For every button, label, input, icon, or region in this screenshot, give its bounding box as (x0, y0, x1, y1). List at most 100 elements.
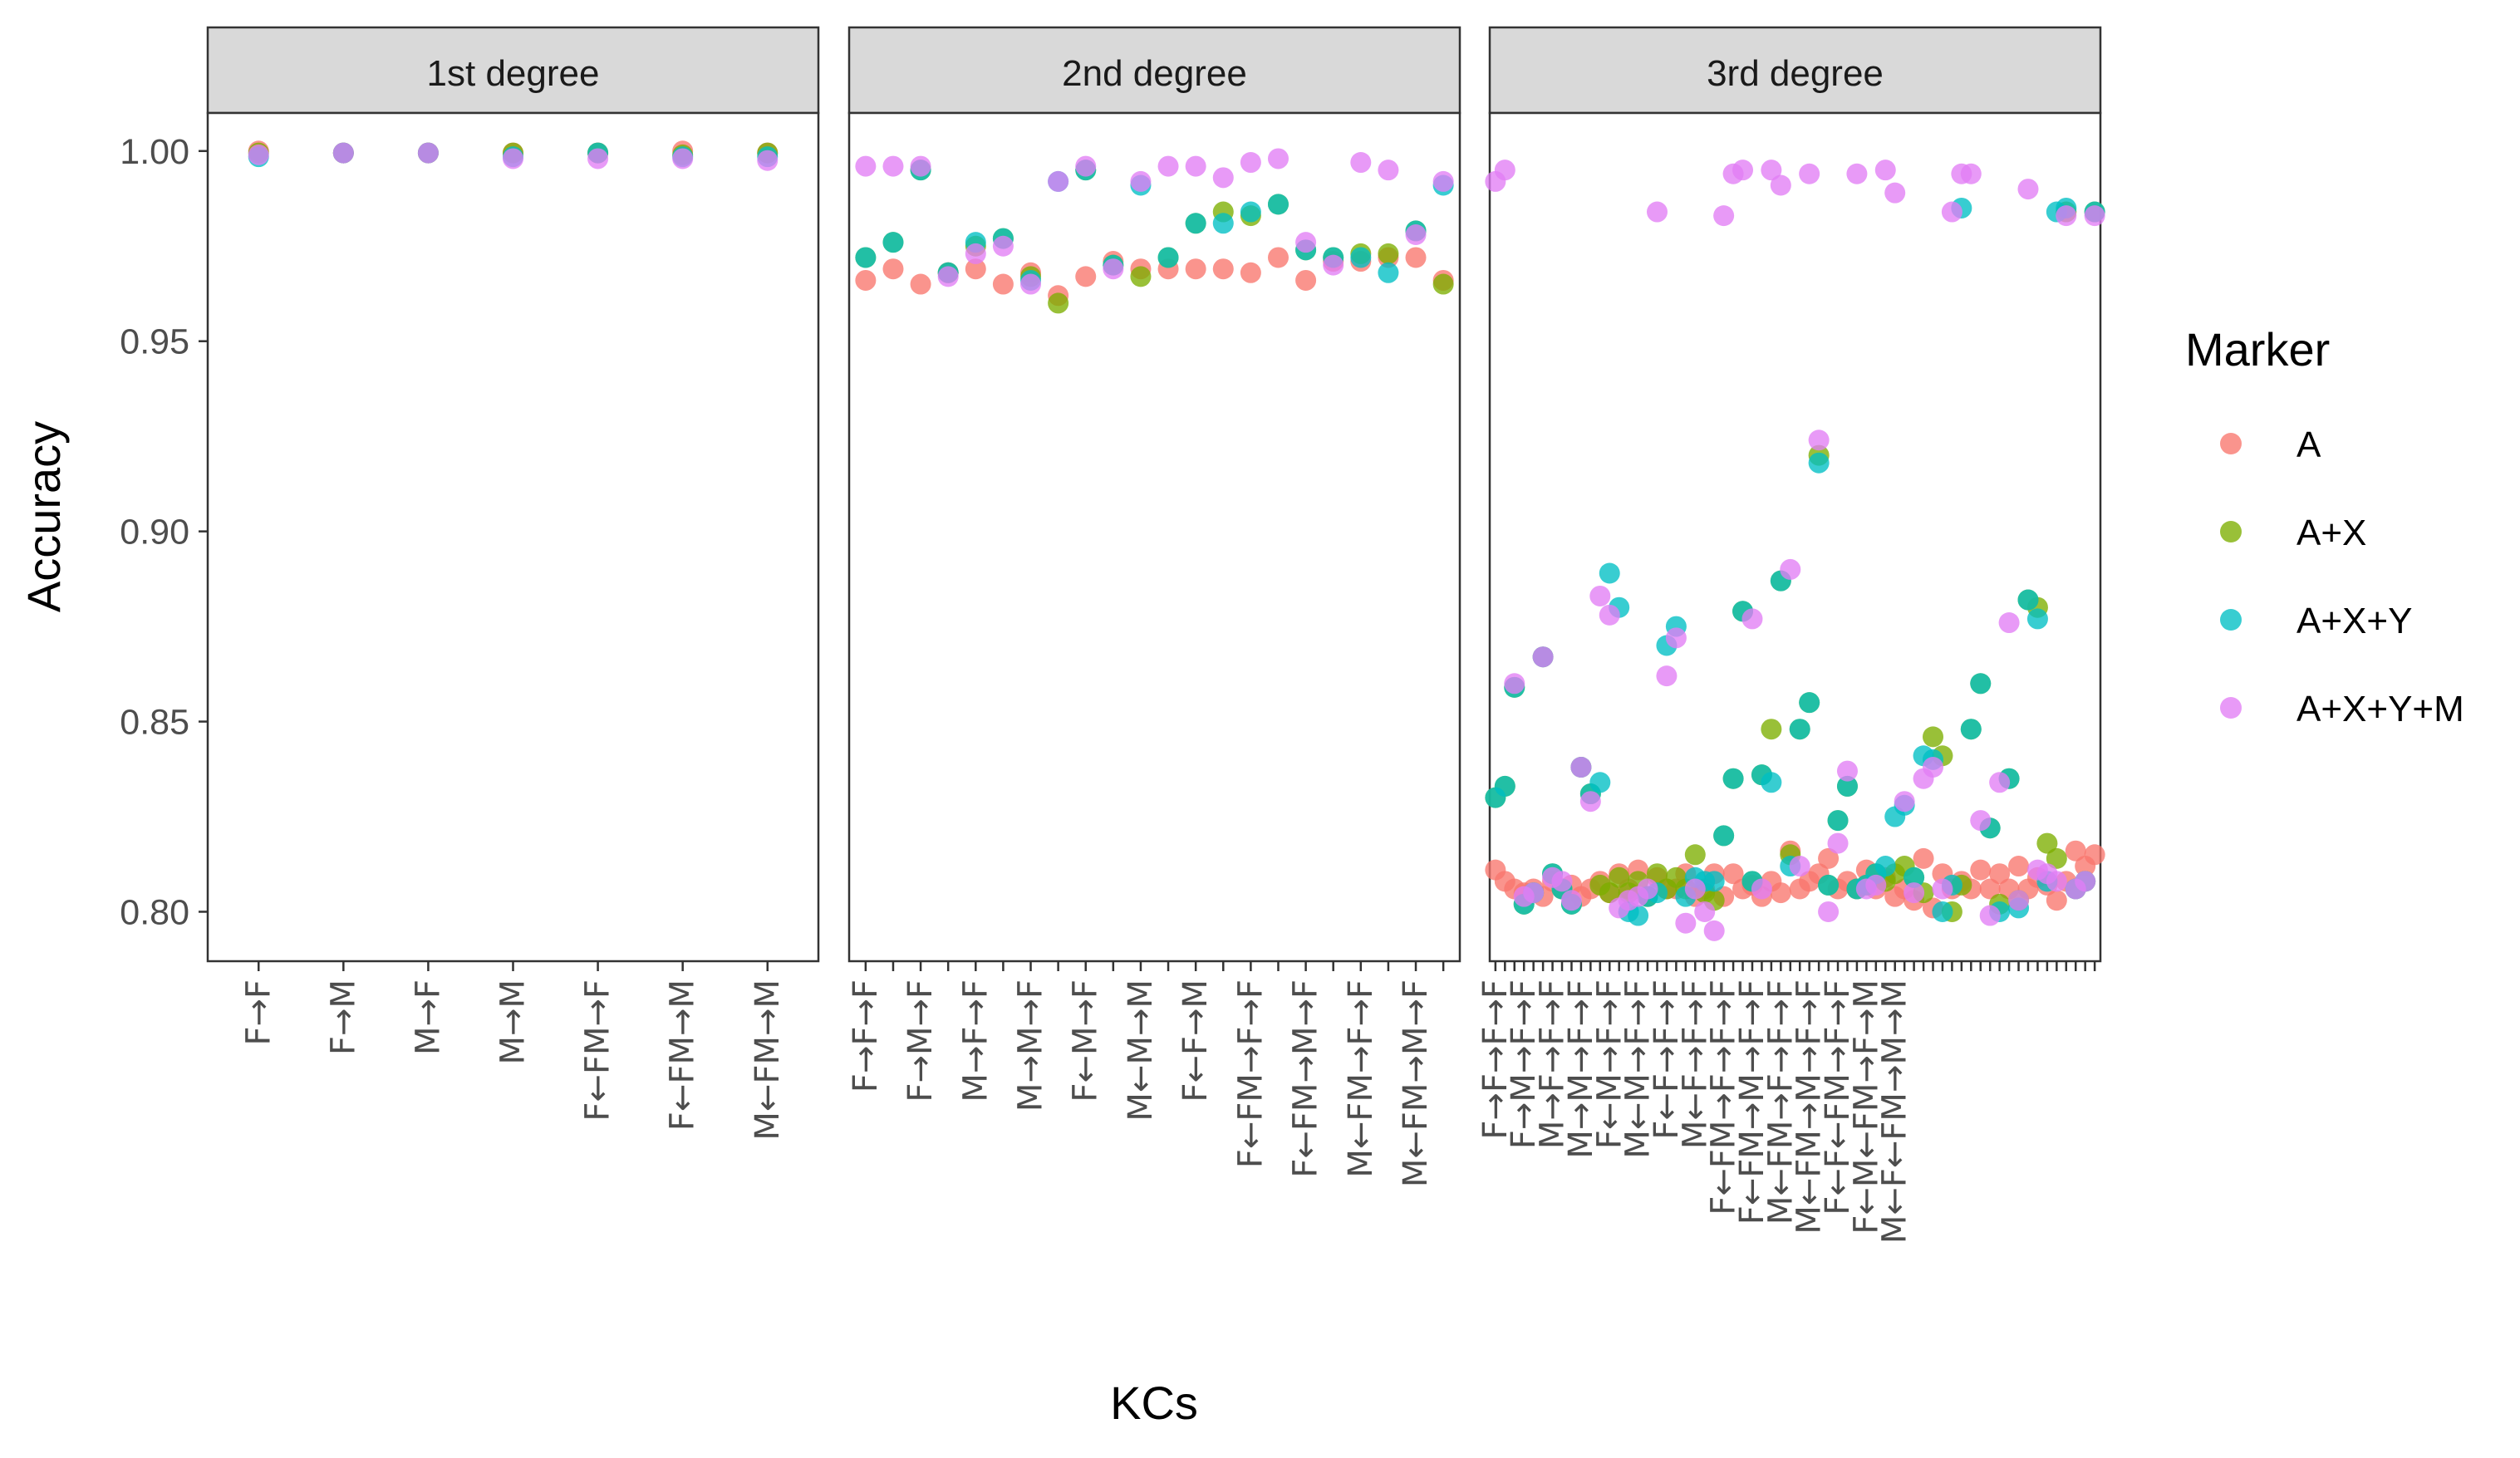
data-point (2017, 589, 2039, 611)
x-tick-label: F→F (239, 979, 278, 1046)
facet-panel: 1st degree F→F F→M M→F M→M F←FM→F F←FM→M M←FM→M (206, 26, 820, 1141)
data-point (2036, 832, 2058, 854)
legend-label: A (2296, 425, 2321, 465)
legend-label: A+X+Y+M (2296, 689, 2464, 729)
data-point (1722, 768, 1744, 789)
y-tick-label: 1.00 (120, 132, 189, 172)
y-tick-label: 0.90 (120, 513, 189, 552)
plot-panel (1488, 111, 2102, 963)
data-point (1874, 160, 1896, 181)
data-point (1656, 665, 1678, 687)
data-point (1295, 232, 1317, 253)
plot-panel (847, 111, 1461, 963)
legend-label: A+X+Y (2296, 601, 2412, 641)
data-point (855, 155, 877, 177)
data-point (2046, 871, 2067, 892)
data-point (1923, 726, 1944, 748)
data-point (2084, 844, 2105, 866)
data-point (1570, 756, 1592, 778)
data-point (1240, 152, 1261, 174)
data-point (1808, 452, 1830, 474)
data-point (1405, 224, 1427, 246)
data-point (1523, 882, 1545, 904)
data-point (1904, 882, 1925, 904)
data-point (248, 144, 269, 165)
y-axis-title: Accuracy (17, 421, 70, 612)
x-tick-label: M→F→F (956, 979, 995, 1102)
facet-title: 2nd degree (1062, 53, 1247, 94)
x-tick-label: F←M→F (1067, 979, 1105, 1102)
facet-panel: 2nd degree F→F→F F→M→F M→F→F M→M→F F←M→F M←M→M… (847, 26, 1461, 1187)
data-point (1240, 201, 1261, 223)
data-point (1212, 213, 1234, 234)
legend-key (2220, 609, 2242, 631)
legend-key (2220, 697, 2242, 719)
data-point (1846, 163, 1868, 184)
x-tick-label: F←FM→M (664, 979, 702, 1131)
data-point (1998, 612, 2020, 634)
data-point (1212, 167, 1234, 189)
x-tick-label: F←F→M (1176, 979, 1215, 1102)
data-point (1432, 170, 1454, 192)
data-point (1884, 182, 1906, 204)
data-point (1865, 874, 1887, 896)
facet-title: 3rd degree (1707, 53, 1884, 94)
data-point (1904, 866, 1925, 888)
data-point (1979, 878, 2001, 900)
data-point (1350, 247, 1372, 268)
data-point (1185, 258, 1206, 280)
legend-key (2220, 433, 2242, 454)
data-point (855, 247, 877, 268)
data-point (1579, 791, 1601, 812)
data-point (1589, 772, 1611, 793)
data-point (1761, 772, 1782, 793)
data-point (1894, 791, 1915, 812)
x-tick-label: F←M→F→F (1590, 979, 1628, 1149)
data-point (1267, 148, 1289, 169)
y-tick-label: 0.80 (120, 892, 189, 932)
data-point (1703, 871, 1725, 892)
data-point (1075, 155, 1097, 177)
data-point (2008, 890, 2030, 911)
facet-strip (206, 26, 820, 115)
x-tick-label: M←FM→F→F→F (1761, 979, 1800, 1225)
data-point (1789, 856, 1810, 877)
data-point (882, 258, 904, 280)
data-point (992, 235, 1014, 257)
x-tick-label: M←F→F→F (1676, 979, 1714, 1149)
data-point (1665, 627, 1687, 649)
data-point (937, 266, 959, 287)
data-point (1960, 163, 1982, 184)
data-point (965, 243, 986, 264)
x-tick-label: F←FM→M→F→F (1733, 979, 1771, 1225)
x-tick-label: M←FM→M→F→F (1791, 979, 1829, 1235)
data-point (1637, 878, 1658, 900)
x-tick-label: F←M←FM→F→M (1847, 979, 1885, 1235)
data-point (1874, 856, 1896, 877)
data-point (417, 142, 439, 164)
x-axis-title: KCs (1110, 1377, 1198, 1429)
data-point (1932, 901, 1953, 922)
data-point (1020, 273, 1042, 295)
y-tick-label: 0.85 (120, 703, 189, 743)
data-point (1932, 878, 1953, 900)
data-point (1741, 608, 1763, 630)
data-point (1240, 262, 1261, 283)
x-tick-label: F→M (324, 979, 362, 1055)
data-point (1989, 863, 2011, 885)
y-tick-label: 0.95 (120, 322, 189, 362)
data-point (1675, 912, 1697, 934)
data-point (2056, 205, 2077, 227)
data-point (1589, 585, 1611, 606)
data-point (1684, 878, 1706, 900)
data-point (2008, 856, 2030, 877)
data-point (1103, 258, 1124, 280)
data-point (910, 273, 931, 295)
plot-panel (206, 111, 820, 963)
legend-label: A+X (2296, 513, 2366, 553)
data-point (1405, 247, 1427, 268)
data-point (1130, 170, 1152, 192)
data-point (1694, 901, 1716, 922)
data-point (1799, 163, 1820, 184)
